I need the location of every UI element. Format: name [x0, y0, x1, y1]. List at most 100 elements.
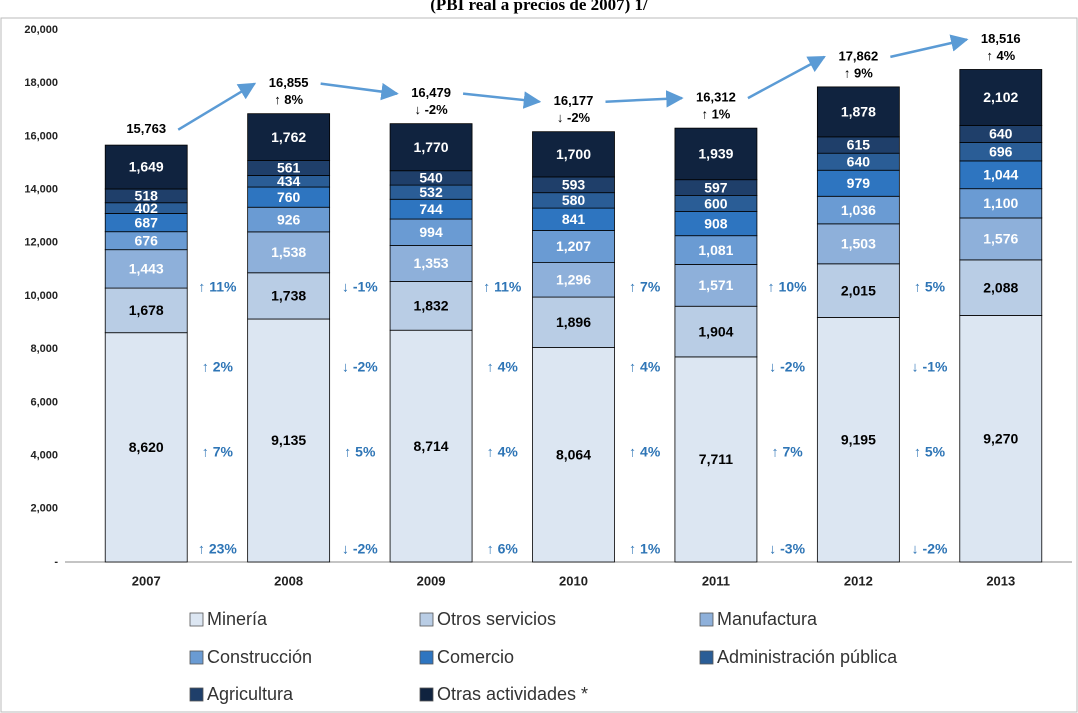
- data-label: 600: [704, 195, 728, 211]
- x-tick-label: 2007: [132, 573, 161, 588]
- bar-segment: [816, 223, 900, 265]
- growth-label: ↓ -1%: [912, 359, 948, 375]
- growth-label: ↑ 10%: [768, 279, 807, 295]
- data-label: 1,896: [556, 314, 591, 330]
- data-label: 9,135: [271, 432, 306, 448]
- legend-swatch: [699, 650, 714, 665]
- bar-segment: [247, 272, 331, 320]
- data-label: 760: [277, 189, 301, 205]
- legend-label: Otras actividades *: [437, 684, 588, 704]
- total-change: ↑ 4%: [986, 48, 1015, 63]
- legend-label: Minería: [207, 609, 268, 629]
- data-label: 8,620: [129, 439, 164, 455]
- bar-segment: [959, 160, 1043, 190]
- data-label: 2,015: [841, 282, 876, 298]
- data-label: 926: [277, 211, 301, 227]
- data-label: 1,770: [414, 139, 449, 155]
- data-label: 1,738: [271, 288, 306, 304]
- growth-label: ↓ -2%: [342, 359, 378, 375]
- growth-label: ↓ -2%: [769, 359, 805, 375]
- total-change: ↑ 1%: [701, 107, 730, 122]
- growth-label: ↑ 7%: [202, 444, 234, 460]
- bar-segment: [104, 144, 188, 190]
- bar-segment: [674, 235, 758, 265]
- bar-segment: [104, 332, 188, 563]
- total-arrow: [462, 91, 542, 109]
- x-tick-label: 2010: [559, 573, 588, 588]
- data-label: 1,296: [556, 272, 591, 288]
- data-label: 696: [989, 143, 1013, 159]
- x-tick-label: 2013: [986, 573, 1015, 588]
- total-label: 16,855: [269, 75, 309, 90]
- data-label: 593: [562, 177, 586, 193]
- x-tick-label: 2012: [844, 573, 873, 588]
- growth-label: ↑ 7%: [772, 444, 804, 460]
- total-label: 17,862: [838, 48, 878, 63]
- data-label: 8,714: [414, 438, 449, 454]
- bar-segment: [389, 329, 473, 563]
- bar-segment: [816, 195, 900, 225]
- bar-segment: [247, 206, 331, 233]
- bar-segment: [532, 131, 615, 178]
- legend-label: Agricultura: [207, 684, 294, 704]
- growth-label: ↑ 11%: [198, 279, 237, 295]
- total-arrow: [605, 90, 684, 108]
- bar-segment: [816, 86, 900, 138]
- data-label: 518: [135, 188, 159, 204]
- growth-label: ↑ 7%: [629, 279, 661, 295]
- y-tick-label: -: [54, 556, 58, 568]
- legend-swatch: [189, 650, 204, 665]
- data-label: 402: [135, 200, 159, 216]
- legend-label: Construcción: [207, 647, 312, 667]
- total-change: ↑ 9%: [844, 65, 873, 80]
- growth-label: ↑ 2%: [202, 359, 234, 375]
- bar-segment: [959, 259, 1043, 316]
- total-arrow: [320, 82, 399, 101]
- data-label: 640: [847, 153, 871, 169]
- growth-label: ↑ 5%: [914, 279, 946, 295]
- growth-label: ↓ -2%: [912, 541, 948, 557]
- x-tick-label: 2011: [702, 573, 730, 588]
- chart-title: (PBI real a precios de 2007) 1/: [430, 0, 648, 14]
- bar-segment: [247, 113, 331, 161]
- y-tick-label: 10,000: [24, 290, 58, 302]
- data-label: 9,195: [841, 431, 876, 447]
- data-label: 687: [135, 214, 159, 230]
- data-label: 640: [989, 126, 1013, 142]
- growth-label: ↑ 23%: [198, 541, 237, 557]
- data-label: 434: [277, 173, 301, 189]
- x-tick-label: 2008: [274, 573, 303, 588]
- data-label: 540: [419, 170, 443, 186]
- total-arrow: [747, 55, 826, 100]
- growth-label: ↑ 4%: [487, 359, 519, 375]
- data-label: 561: [277, 160, 301, 176]
- y-tick-label: 12,000: [24, 237, 58, 249]
- data-label: 1,649: [129, 159, 164, 175]
- bar-segment: [532, 347, 615, 563]
- bar-segment: [959, 69, 1043, 126]
- y-tick-label: 20,000: [24, 24, 58, 36]
- data-label: 1,939: [698, 146, 733, 162]
- data-label: 676: [135, 232, 159, 248]
- data-label: 1,443: [129, 261, 164, 277]
- data-label: 1,762: [271, 129, 306, 145]
- data-label: 8,064: [556, 446, 591, 462]
- data-label: 532: [419, 184, 443, 200]
- bar-segment: [674, 264, 758, 307]
- legend-swatch: [419, 612, 434, 627]
- data-label: 1,538: [271, 244, 306, 260]
- growth-label: ↓ -1%: [342, 279, 378, 295]
- total-label: 18,516: [981, 31, 1021, 46]
- frame: [0, 17, 1078, 713]
- data-label: 580: [562, 192, 586, 208]
- data-label: 1,576: [983, 231, 1018, 247]
- total-arrow: [890, 34, 969, 59]
- legend-swatch: [699, 612, 714, 627]
- bar-segment: [104, 287, 188, 334]
- legend-swatch: [189, 687, 204, 702]
- growth-label: ↑ 4%: [629, 444, 661, 460]
- total-label: 16,177: [554, 93, 594, 108]
- y-tick-label: 2,000: [30, 503, 58, 515]
- data-label: 2,102: [983, 89, 1018, 105]
